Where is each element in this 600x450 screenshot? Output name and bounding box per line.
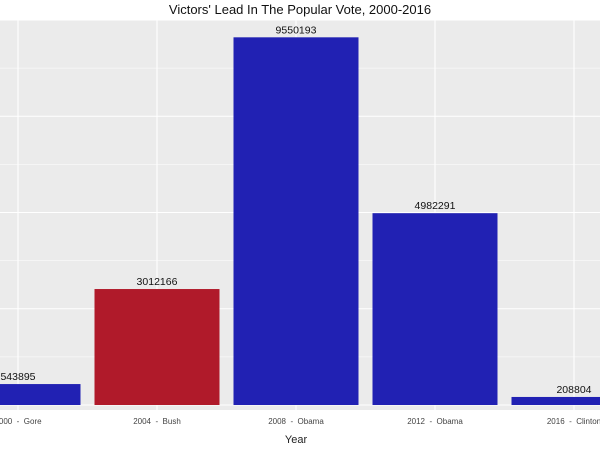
x-tick-label: 2012 - Obama: [407, 417, 463, 426]
bar: [511, 396, 600, 405]
bar: [233, 37, 359, 406]
x-tick-label: 2000 - Gore: [0, 417, 42, 426]
bar-value-label: 4982291: [415, 200, 456, 212]
bar: [0, 384, 81, 405]
chart-title: Victors' Lead In The Popular Vote, 2000-…: [168, 2, 432, 17]
bars-group: [0, 37, 600, 406]
value-labels-group: 543895 3012166 9550193 4982291 208804: [0, 24, 591, 396]
x-tick-label: 2004 - Bush: [133, 417, 181, 426]
bar-value-label: 3012166: [137, 276, 178, 288]
x-tick-label: 2016 - Clinton: [547, 417, 600, 426]
bar-value-label: 9550193: [276, 24, 317, 36]
bar: [372, 213, 498, 405]
x-tick-labels-group: 2000 - Gore 2004 - Bush 2008 - Obama 2012 -…: [0, 417, 600, 426]
x-axis-title: Year: [284, 434, 308, 446]
bar-value-label: 543895: [0, 371, 35, 383]
bar-value-label: 208804: [556, 384, 591, 396]
bar: [94, 289, 220, 405]
x-tick-label: 2008 - Obama: [268, 417, 324, 426]
